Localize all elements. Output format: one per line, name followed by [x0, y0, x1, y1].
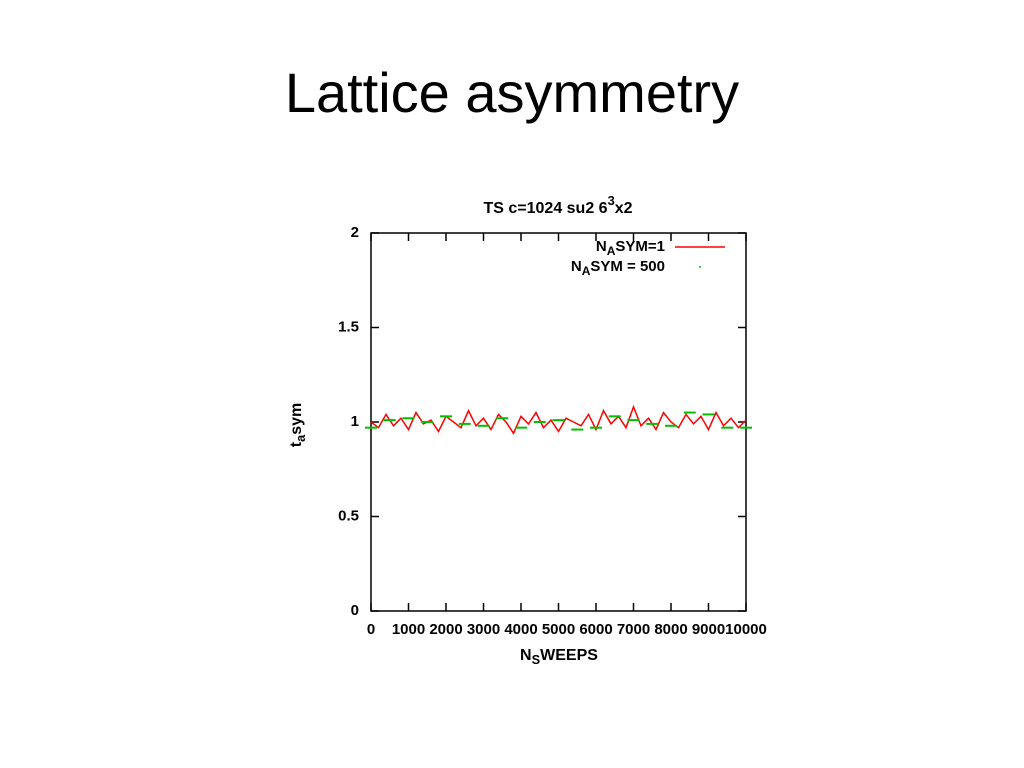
legend-label-part: A — [607, 244, 616, 258]
y-tick-label: 0 — [351, 602, 359, 619]
x-tick-label: 4000 — [504, 621, 537, 638]
legend-label-part: SYM = 500 — [590, 258, 665, 275]
legend-label-part: SYM=1 — [615, 238, 665, 255]
x-axis-label-part: S — [532, 652, 541, 667]
chart-title-part: 3 — [608, 193, 615, 208]
chart-title: TS c=1024 su2 63x2 — [483, 193, 632, 217]
x-tick-label: 7000 — [617, 621, 650, 638]
chart-title-part: TS c=1024 su2 6 — [483, 200, 607, 217]
x-tick-label: 2000 — [429, 621, 462, 638]
legend-key — [699, 266, 701, 268]
x-tick-label: 8000 — [654, 621, 687, 638]
y-tick-label: 2 — [351, 224, 359, 241]
y-tick-label: 1.5 — [338, 318, 359, 335]
y-axis-label-part: t — [288, 441, 305, 447]
legend-label: NASYM=1 — [596, 238, 665, 258]
y-axis-label-part: a — [293, 434, 308, 442]
x-tick-label: 9000 — [692, 621, 725, 638]
slide-title: Lattice asymmetry — [285, 61, 739, 124]
y-tick-label: 0.5 — [338, 507, 359, 524]
legend-label-part: N — [596, 238, 607, 255]
legend-label-part: A — [582, 264, 591, 278]
legend-label-part: N — [571, 258, 582, 275]
y-tick-label: 1 — [351, 413, 359, 430]
chart-title-part: x2 — [615, 200, 633, 217]
y-axis-label-part: sym — [288, 403, 305, 435]
x-tick-label: 10000 — [725, 621, 767, 638]
x-tick-label: 0 — [367, 621, 375, 638]
legend-label: NASYM = 500 — [571, 258, 665, 278]
x-tick-label: 1000 — [392, 621, 425, 638]
x-axis-label-part: N — [520, 647, 532, 664]
y-axis-label: tasym — [288, 403, 308, 447]
x-axis-label: NSWEEPS — [520, 647, 598, 667]
data-line — [370, 404, 747, 435]
x-tick-label: 6000 — [579, 621, 612, 638]
x-tick-label: 5000 — [542, 621, 575, 638]
x-tick-label: 3000 — [467, 621, 500, 638]
x-axis-label-part: WEEPS — [540, 647, 598, 664]
